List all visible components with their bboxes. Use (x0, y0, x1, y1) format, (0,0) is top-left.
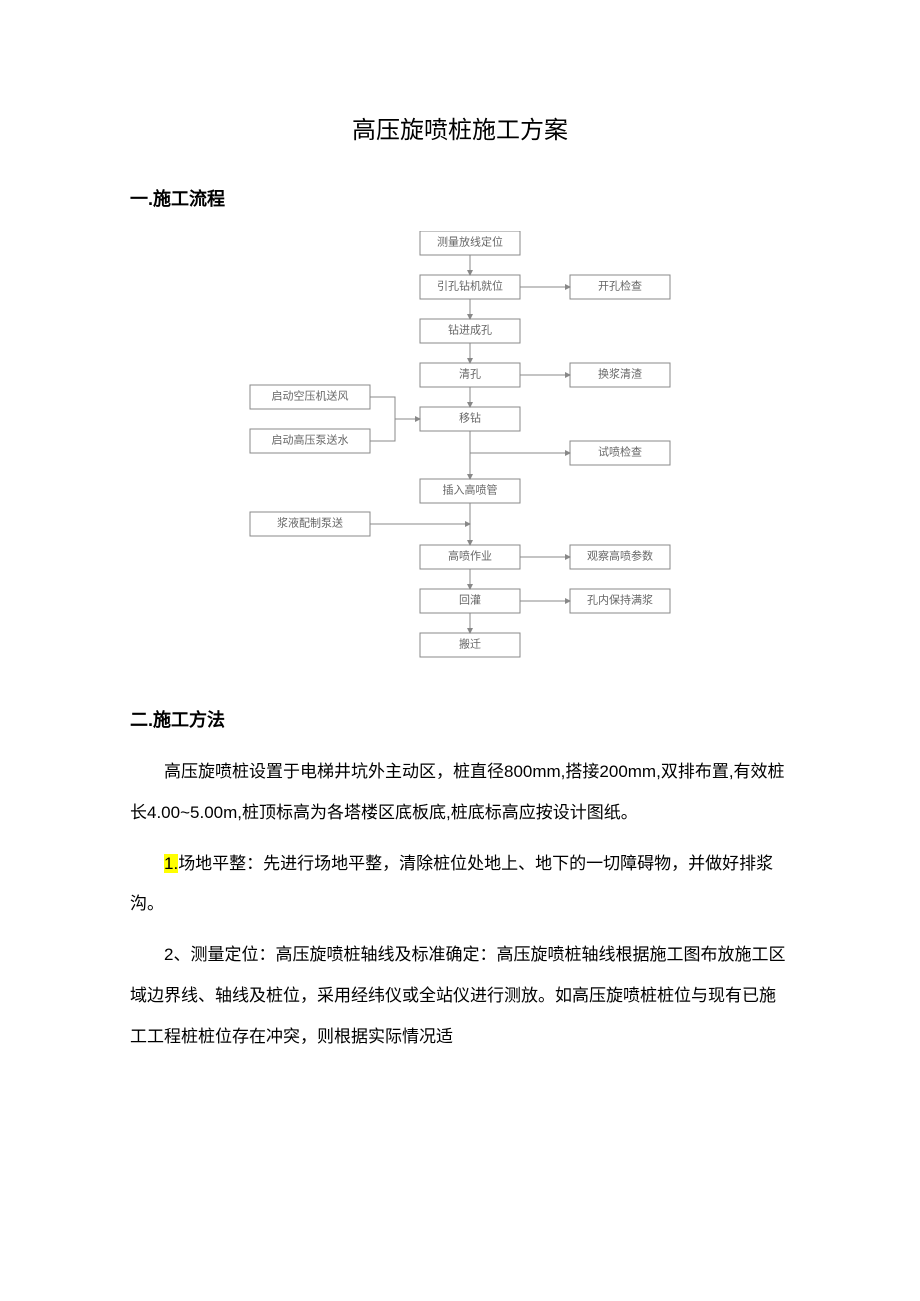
document-title: 高压旋喷桩施工方案 (130, 110, 790, 145)
node-clean-hole: 清孔 (459, 368, 481, 381)
section1-heading: 一.施工流程 (130, 185, 790, 211)
node-keep-full: 孔内保持满浆 (587, 593, 653, 607)
node-slurry-prep: 浆液配制泵送 (277, 516, 343, 530)
section2-heading: 二.施工方法 (130, 706, 790, 732)
step1-text: 场地平整：先进行场地平整，清除桩位处地上、地下的一切障碍物，并做好排浆沟。 (130, 854, 773, 914)
node-high-pressure-pump: 启动高压泵送水 (272, 433, 349, 447)
process-flowchart: 测量放线定位 引孔钻机就位 开孔检查 钻进成孔 清孔 换浆清渣 移钻 启动空压机… (220, 231, 700, 681)
node-slurry-clean: 换浆清渣 (598, 367, 642, 381)
node-move-drill: 移钻 (459, 411, 481, 425)
node-drill-position: 引孔钻机就位 (437, 279, 503, 293)
node-hole-check: 开孔检查 (598, 279, 642, 293)
paragraph-step1: 1.场地平整：先进行场地平整，清除桩位处地上、地下的一切障碍物，并做好排浆沟。 (130, 844, 790, 926)
node-relocate: 搬迁 (459, 637, 481, 651)
node-observe-params: 观察高喷参数 (587, 549, 653, 563)
paragraph-step2: 2、测量定位：高压旋喷桩轴线及标准确定：高压旋喷桩轴线根据施工图布放施工区域边界… (130, 935, 790, 1057)
highlight-1: 1. (164, 854, 178, 873)
node-backfill: 回灌 (459, 594, 481, 607)
node-test-spray: 试喷检查 (598, 445, 642, 459)
node-air-compressor: 启动空压机送风 (272, 389, 349, 403)
node-drilling: 钻进成孔 (448, 323, 492, 337)
node-survey: 测量放线定位 (437, 235, 503, 249)
paragraph-intro: 高压旋喷桩设置于电梯井坑外主动区，桩直径800mm,搭接200mm,双排布置,有… (130, 752, 790, 834)
node-high-spray: 高喷作业 (448, 549, 492, 563)
node-insert-pipe: 插入高喷管 (443, 483, 498, 497)
